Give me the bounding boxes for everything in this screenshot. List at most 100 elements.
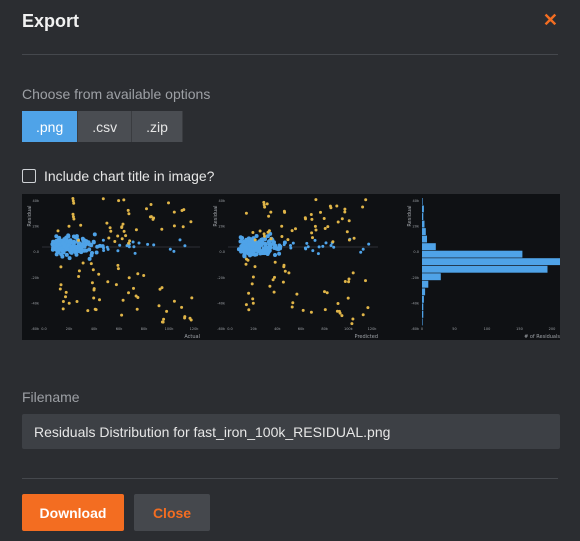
format-csv-button[interactable]: .csv xyxy=(78,111,133,142)
data-point xyxy=(90,281,94,285)
data-point xyxy=(247,308,251,312)
x-tick-label: 80k xyxy=(141,327,148,331)
data-point xyxy=(273,275,276,279)
histogram-bar xyxy=(422,265,548,273)
data-point xyxy=(89,262,93,266)
data-point xyxy=(346,296,350,300)
data-point xyxy=(286,238,290,242)
data-point xyxy=(157,304,161,308)
data-point xyxy=(132,286,135,290)
data-point xyxy=(160,286,164,290)
download-button[interactable]: Download xyxy=(22,494,124,531)
close-button[interactable]: Close xyxy=(134,494,210,531)
data-point xyxy=(152,216,156,220)
histogram-bar xyxy=(422,243,436,251)
data-point xyxy=(55,249,60,254)
data-point xyxy=(265,234,270,239)
data-point xyxy=(244,262,248,266)
data-point xyxy=(79,250,84,255)
data-point xyxy=(71,197,75,200)
data-point xyxy=(98,298,101,302)
data-point xyxy=(304,247,308,251)
data-point xyxy=(116,267,120,271)
y-tick-label: -60k xyxy=(411,327,420,331)
data-point xyxy=(248,247,253,252)
data-point xyxy=(250,282,254,286)
data-point xyxy=(271,278,275,282)
data-point xyxy=(188,316,192,320)
filename-input[interactable]: Residuals Distribution for fast_iron_100… xyxy=(22,414,560,449)
data-point xyxy=(244,250,248,255)
data-point xyxy=(116,234,120,238)
data-point xyxy=(269,237,273,241)
header-divider xyxy=(22,54,558,55)
data-point xyxy=(87,256,92,261)
data-point xyxy=(94,250,99,255)
close-x-icon[interactable]: ✕ xyxy=(542,10,558,30)
data-point xyxy=(239,244,244,249)
data-point xyxy=(60,248,65,253)
data-point xyxy=(87,242,92,247)
include-title-label: Include chart title in image? xyxy=(44,168,215,184)
x-tick-label: 20k xyxy=(66,327,73,331)
x-axis-label: Actual xyxy=(184,334,200,340)
y-tick-label: 0.0 xyxy=(219,250,225,254)
include-title-checkbox[interactable] xyxy=(22,169,36,183)
data-point xyxy=(343,280,347,283)
data-point xyxy=(113,240,117,243)
data-point xyxy=(106,280,110,284)
y-tick-label: -20k xyxy=(411,276,420,280)
data-point xyxy=(71,215,75,219)
histogram-bar xyxy=(422,288,426,296)
data-point xyxy=(335,204,339,208)
data-point xyxy=(343,210,347,214)
data-point xyxy=(72,241,76,245)
data-point xyxy=(172,299,176,303)
data-point xyxy=(244,211,248,215)
format-zip-button[interactable]: .zip xyxy=(132,111,183,142)
data-point xyxy=(105,221,109,225)
data-point xyxy=(120,226,124,229)
data-point xyxy=(61,300,65,303)
data-point xyxy=(329,206,333,210)
data-point xyxy=(322,217,326,220)
data-point xyxy=(280,235,284,238)
data-point xyxy=(295,292,299,296)
data-point xyxy=(133,251,137,255)
y-tick-label: -60k xyxy=(31,327,40,331)
data-point xyxy=(91,240,96,245)
include-title-option[interactable]: Include chart title in image? xyxy=(22,168,214,184)
data-point xyxy=(301,308,305,312)
data-point xyxy=(277,251,282,256)
y-tick-label: 40k xyxy=(33,199,40,203)
y-axis-label: Residual xyxy=(407,205,413,226)
data-point xyxy=(180,305,184,309)
histogram-bar xyxy=(422,310,424,318)
data-point xyxy=(248,251,252,256)
data-point xyxy=(189,220,193,224)
data-point xyxy=(67,224,71,228)
data-point xyxy=(84,248,89,253)
format-png-button[interactable]: .png xyxy=(22,111,79,142)
data-point xyxy=(290,229,294,233)
histogram-bar xyxy=(422,220,425,228)
data-point xyxy=(253,238,257,242)
data-point xyxy=(347,238,351,242)
data-point xyxy=(54,234,59,239)
data-point xyxy=(114,283,118,287)
data-point xyxy=(107,236,111,240)
data-point xyxy=(364,279,367,283)
data-point xyxy=(263,205,267,209)
histogram-bar xyxy=(422,258,560,266)
data-point xyxy=(160,227,164,231)
data-point xyxy=(343,207,347,211)
filename-label: Filename xyxy=(22,389,80,405)
data-point xyxy=(311,236,314,240)
histogram-bar xyxy=(422,295,424,303)
x-axis-label: # of Residuals xyxy=(524,334,560,340)
data-point xyxy=(146,242,150,246)
data-point xyxy=(64,290,68,294)
data-point xyxy=(108,226,112,230)
options-label: Choose from available options xyxy=(22,86,211,102)
data-point xyxy=(124,234,128,238)
